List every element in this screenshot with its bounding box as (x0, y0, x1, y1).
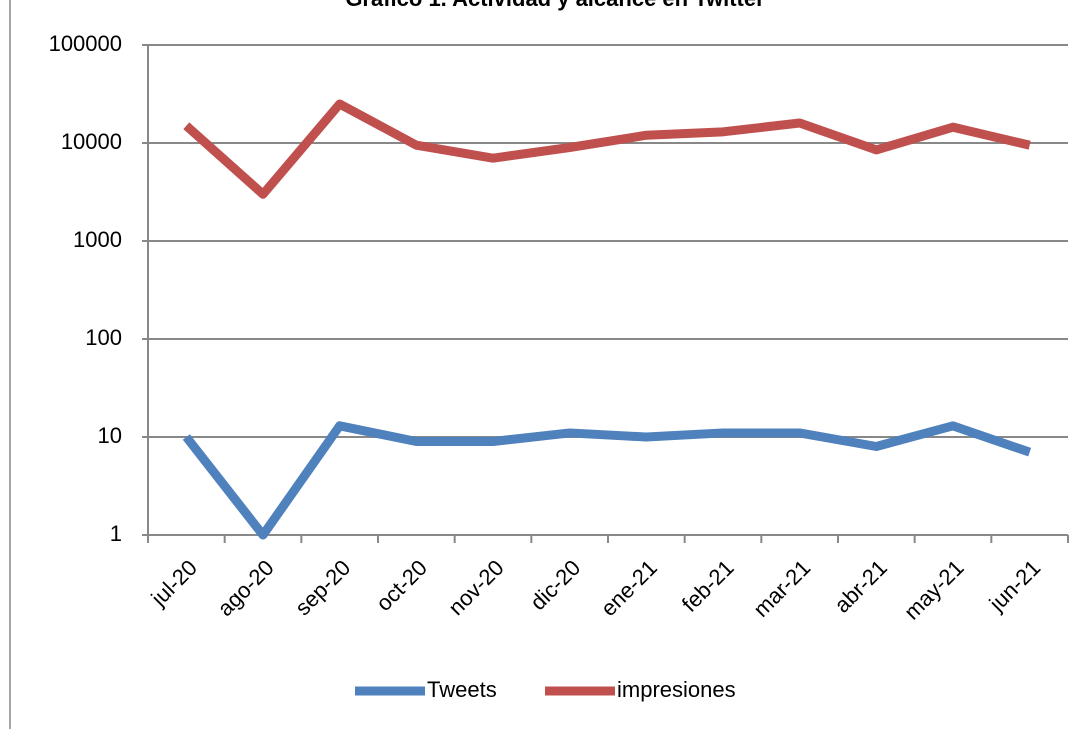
legend-label: Tweets (427, 677, 497, 702)
x-tick-label: abr-21 (829, 555, 892, 618)
x-tick-label: jul-20 (146, 555, 202, 611)
x-tick-label: feb-21 (677, 555, 739, 617)
x-tick-label: mar-21 (748, 555, 815, 622)
y-tick-label: 100000 (49, 31, 122, 56)
y-tick-label: 10 (98, 423, 122, 448)
x-tick-label: ago-20 (213, 555, 279, 621)
x-tick-label: oct-20 (371, 555, 432, 616)
series-line (182, 421, 1032, 540)
series-line (183, 99, 1031, 199)
x-tick-label: may-21 (899, 555, 969, 625)
y-tick-label: 10000 (61, 129, 122, 154)
y-tick-label: 1 (110, 521, 122, 546)
y-tick-label: 1000 (73, 227, 122, 252)
chart-title: Gráfico 1. Actividad y alcance en Twitte… (345, 0, 765, 11)
x-tick-label: dic-20 (525, 555, 585, 615)
x-tick-label: ene-21 (596, 555, 662, 621)
x-tick-label: jun-21 (984, 555, 1046, 617)
x-tick-label: sep-20 (290, 555, 355, 620)
y-tick-label: 100 (85, 325, 122, 350)
x-tick-label: nov-20 (443, 555, 508, 620)
legend-label: impresiones (617, 677, 736, 702)
